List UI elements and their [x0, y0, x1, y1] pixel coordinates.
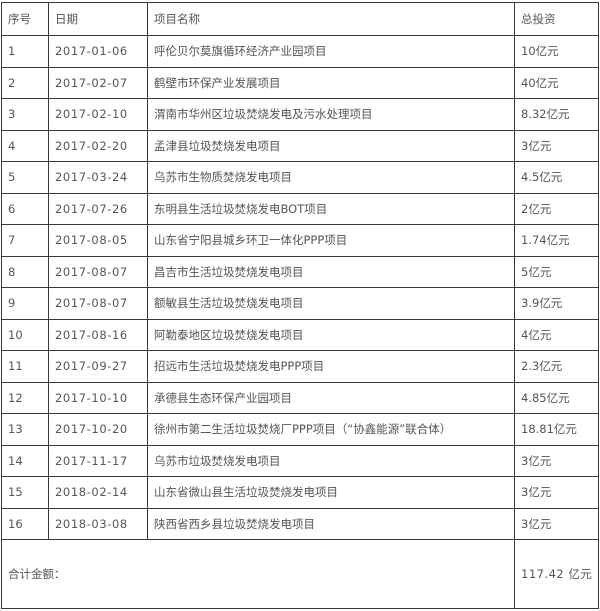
row-date: 2017-03-24	[48, 161, 148, 194]
row-investment: 4.85亿元	[514, 381, 599, 414]
row-project-name: 承德县生态环保产业园项目	[147, 381, 515, 414]
table-row: 9 2017-08-07 额敏县生活垃圾焚烧发电项目 3.9亿元	[1, 287, 599, 320]
row-project-name: 山东省微山县生活垃圾焚烧发电项目	[147, 476, 515, 509]
row-number: 14	[1, 444, 49, 477]
row-date: 2017-10-20	[48, 413, 148, 446]
row-number: 13	[1, 413, 49, 446]
row-project-name: 乌苏市生物质焚烧发电项目	[147, 161, 515, 194]
row-date: 2017-08-16	[48, 318, 148, 351]
row-date: 2017-08-07	[48, 255, 148, 288]
row-investment: 3.9亿元	[514, 287, 599, 320]
row-date: 2017-02-07	[48, 66, 148, 99]
row-date: 2017-10-10	[48, 381, 148, 414]
row-date: 2017-08-05	[48, 224, 148, 257]
row-investment: 40亿元	[514, 66, 599, 99]
row-number: 6	[1, 192, 49, 225]
row-date: 2017-01-06	[48, 35, 148, 68]
row-project-name: 渭南市华州区垃圾焚烧发电及污水处理项目	[147, 98, 515, 131]
row-number: 10	[1, 318, 49, 351]
row-project-name: 额敏县生活垃圾焚烧发电项目	[147, 287, 515, 320]
row-number: 7	[1, 224, 49, 257]
row-date: 2018-03-08	[48, 507, 148, 540]
row-date: 2018-02-14	[48, 476, 148, 509]
total-row: 合计金额： 117.42 亿元	[1, 539, 599, 609]
row-number: 8	[1, 255, 49, 288]
row-project-name: 招远市生活垃圾焚烧发电PPP项目	[147, 350, 515, 383]
row-number: 12	[1, 381, 49, 414]
row-number: 1	[1, 35, 49, 68]
row-number: 3	[1, 98, 49, 131]
table-row: 16 2018-03-08 陕西省西乡县垃圾焚烧发电项目 3亿元	[1, 507, 599, 540]
table-row: 13 2017-10-20 徐州市第二生活垃圾焚烧厂PPP项目（“协鑫能源”联合体）…	[1, 413, 599, 446]
header-row: 序号 日期 项目名称 总投资	[1, 2, 599, 36]
header-investment: 总投资	[514, 2, 599, 36]
row-date: 2017-09-27	[48, 350, 148, 383]
row-date: 2017-07-26	[48, 192, 148, 225]
row-number: 16	[1, 507, 49, 540]
row-number: 4	[1, 129, 49, 162]
row-investment: 4亿元	[514, 318, 599, 351]
total-label: 合计金额：	[1, 539, 515, 609]
table-row: 3 2017-02-10 渭南市华州区垃圾焚烧发电及污水处理项目 8.32亿元	[1, 98, 599, 131]
row-number: 9	[1, 287, 49, 320]
table-row: 10 2017-08-16 阿勒泰地区垃圾焚烧发电项目 4亿元	[1, 318, 599, 351]
row-investment: 5亿元	[514, 255, 599, 288]
row-investment: 3亿元	[514, 476, 599, 509]
row-investment: 18.81亿元	[514, 413, 599, 446]
header-name: 项目名称	[147, 2, 515, 36]
row-investment: 10亿元	[514, 35, 599, 68]
table-row: 2 2017-02-07 鹤壁市环保产业发展项目 40亿元	[1, 66, 599, 99]
row-date: 2017-08-07	[48, 287, 148, 320]
row-project-name: 徐州市第二生活垃圾焚烧厂PPP项目（“协鑫能源”联合体）	[147, 413, 515, 446]
table-row: 4 2017-02-20 孟津县垃圾焚烧发电项目 3亿元	[1, 129, 599, 162]
row-investment: 8.32亿元	[514, 98, 599, 131]
header-no: 序号	[1, 2, 49, 36]
row-project-name: 陕西省西乡县垃圾焚烧发电项目	[147, 507, 515, 540]
table-row: 8 2017-08-07 昌吉市生活垃圾焚烧发电项目 5亿元	[1, 255, 599, 288]
row-number: 5	[1, 161, 49, 194]
row-project-name: 山东省宁阳县城乡环卫一体化PPP项目	[147, 224, 515, 257]
row-investment: 1.74亿元	[514, 224, 599, 257]
row-date: 2017-11-17	[48, 444, 148, 477]
row-number: 2	[1, 66, 49, 99]
row-investment: 3亿元	[514, 507, 599, 540]
row-project-name: 孟津县垃圾焚烧发电项目	[147, 129, 515, 162]
row-project-name: 鹤壁市环保产业发展项目	[147, 66, 515, 99]
table-row: 11 2017-09-27 招远市生活垃圾焚烧发电PPP项目 2.3亿元	[1, 350, 599, 383]
row-number: 15	[1, 476, 49, 509]
table-row: 14 2017-11-17 乌苏市垃圾焚烧发电项目 3亿元	[1, 444, 599, 477]
row-project-name: 呼伦贝尔莫旗循环经济产业园项目	[147, 35, 515, 68]
row-investment: 2亿元	[514, 192, 599, 225]
table-row: 15 2018-02-14 山东省微山县生活垃圾焚烧发电项目 3亿元	[1, 476, 599, 509]
table-row: 6 2017-07-26 东明县生活垃圾焚烧发电BOT项目 2亿元	[1, 192, 599, 225]
row-date: 2017-02-10	[48, 98, 148, 131]
table-row: 12 2017-10-10 承德县生态环保产业园项目 4.85亿元	[1, 381, 599, 414]
row-project-name: 东明县生活垃圾焚烧发电BOT项目	[147, 192, 515, 225]
row-project-name: 阿勒泰地区垃圾焚烧发电项目	[147, 318, 515, 351]
row-investment: 3亿元	[514, 444, 599, 477]
row-date: 2017-02-20	[48, 129, 148, 162]
table-row: 5 2017-03-24 乌苏市生物质焚烧发电项目 4.5亿元	[1, 161, 599, 194]
row-number: 11	[1, 350, 49, 383]
row-investment: 3亿元	[514, 129, 599, 162]
row-investment: 4.5亿元	[514, 161, 599, 194]
row-investment: 2.3亿元	[514, 350, 599, 383]
row-project-name: 乌苏市垃圾焚烧发电项目	[147, 444, 515, 477]
table-row: 1 2017-01-06 呼伦贝尔莫旗循环经济产业园项目 10亿元	[1, 35, 599, 68]
total-value: 117.42 亿元	[514, 539, 599, 609]
header-date: 日期	[48, 2, 148, 36]
table-row: 7 2017-08-05 山东省宁阳县城乡环卫一体化PPP项目 1.74亿元	[1, 224, 599, 257]
row-project-name: 昌吉市生活垃圾焚烧发电项目	[147, 255, 515, 288]
